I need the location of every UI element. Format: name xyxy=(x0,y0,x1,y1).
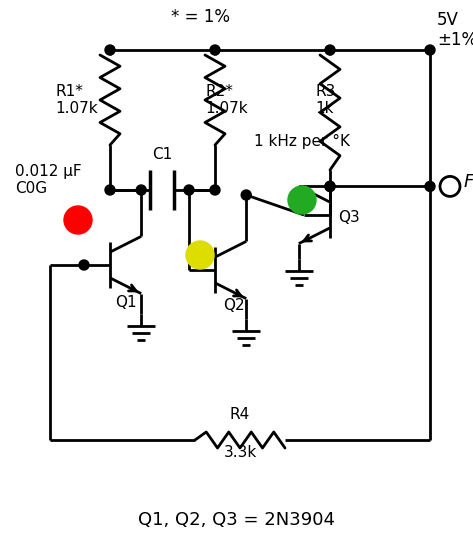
Text: 3.3k: 3.3k xyxy=(223,445,257,460)
Circle shape xyxy=(210,185,220,195)
Circle shape xyxy=(79,260,89,270)
Text: 0.012 μF
C0G: 0.012 μF C0G xyxy=(15,164,82,196)
Text: 1 kHz per °K: 1 kHz per °K xyxy=(254,134,350,149)
Text: Q3: Q3 xyxy=(338,210,360,225)
Circle shape xyxy=(425,181,435,192)
Circle shape xyxy=(184,185,194,195)
Circle shape xyxy=(105,45,115,55)
Circle shape xyxy=(210,45,220,55)
Text: Q2: Q2 xyxy=(223,298,245,313)
Text: F: F xyxy=(464,174,473,192)
Circle shape xyxy=(440,176,460,197)
Text: R1*
1.07k: R1* 1.07k xyxy=(55,84,97,116)
Text: C1: C1 xyxy=(152,147,172,162)
Text: R3
1k: R3 1k xyxy=(315,84,335,116)
Text: * = 1%: * = 1% xyxy=(170,8,229,26)
Circle shape xyxy=(105,185,115,195)
Circle shape xyxy=(325,45,335,55)
Circle shape xyxy=(241,190,251,200)
Text: Q1: Q1 xyxy=(115,295,137,310)
Circle shape xyxy=(288,186,316,214)
Circle shape xyxy=(64,206,92,234)
Circle shape xyxy=(325,181,335,192)
Circle shape xyxy=(186,241,214,269)
Text: R4: R4 xyxy=(230,407,250,422)
Text: 5V
±1%: 5V ±1% xyxy=(437,11,473,49)
Text: R2*
1.07k: R2* 1.07k xyxy=(205,84,248,116)
Circle shape xyxy=(425,45,435,55)
Circle shape xyxy=(325,181,335,192)
Text: Q1, Q2, Q3 = 2N3904: Q1, Q2, Q3 = 2N3904 xyxy=(138,511,334,529)
Circle shape xyxy=(136,185,146,195)
